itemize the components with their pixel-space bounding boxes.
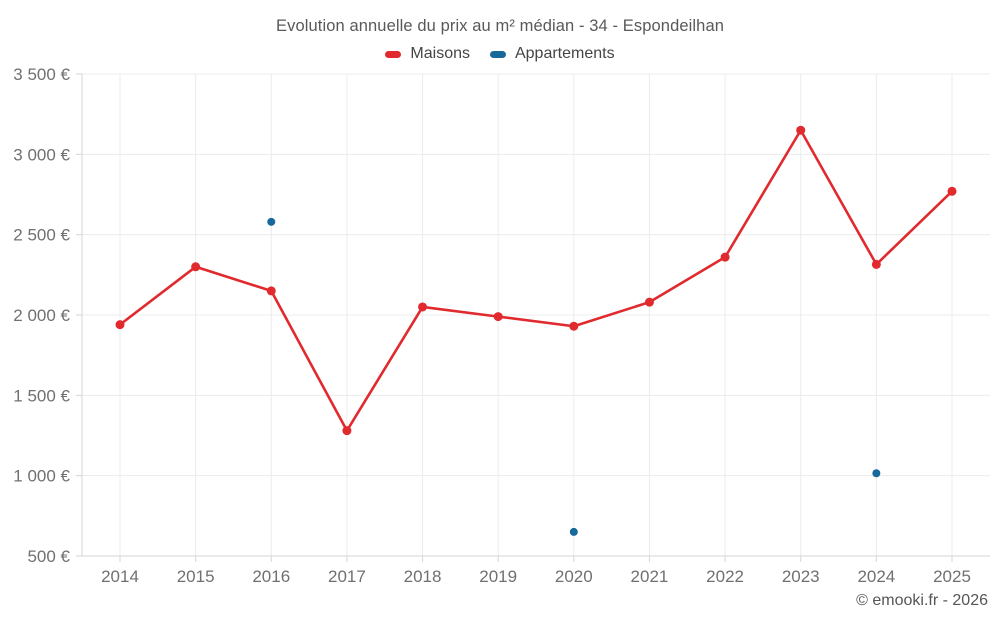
data-point-appartements-2024[interactable] (872, 469, 881, 478)
legend-marker-appartements (489, 50, 506, 58)
legend-label-appartements: Appartements (514, 45, 615, 62)
data-point-maisons-2015[interactable] (191, 262, 201, 272)
data-point-maisons-2020[interactable] (569, 321, 579, 331)
y-tick-label: 500 € (27, 547, 70, 566)
x-tick-label: 2018 (404, 567, 442, 586)
y-tick-label: 2 500 € (13, 226, 70, 245)
data-point-maisons-2025[interactable] (947, 186, 957, 196)
attribution: © emooki.fr - 2026 (856, 592, 988, 609)
chart-title: Evolution annuelle du prix au m² médian … (276, 17, 724, 35)
legend-item-appartements[interactable]: Appartements (489, 45, 615, 63)
legend-label-maisons: Maisons (410, 45, 470, 62)
legend: Maisons Appartements (0, 45, 1000, 63)
x-tick-label: 2022 (706, 567, 744, 586)
data-point-appartements-2016[interactable] (267, 217, 276, 226)
y-tick-label: 3 000 € (13, 145, 70, 164)
data-point-maisons-2023[interactable] (796, 125, 806, 135)
x-tick-label: 2023 (782, 567, 820, 586)
data-point-maisons-2018[interactable] (418, 302, 428, 312)
data-point-maisons-2019[interactable] (493, 312, 503, 322)
data-point-maisons-2024[interactable] (871, 259, 881, 269)
y-tick-label: 2 000 € (13, 306, 70, 325)
y-tick-label: 3 500 € (13, 65, 70, 84)
x-tick-label: 2025 (933, 567, 971, 586)
data-point-maisons-2016[interactable] (266, 286, 276, 296)
y-tick-label: 1 500 € (13, 386, 70, 405)
legend-marker-maisons (385, 50, 402, 58)
data-point-maisons-2021[interactable] (644, 297, 654, 307)
x-tick-label: 2014 (101, 567, 139, 586)
data-point-appartements-2020[interactable] (569, 527, 578, 536)
data-point-maisons-2022[interactable] (720, 252, 730, 262)
data-point-maisons-2014[interactable] (115, 320, 125, 330)
y-tick-label: 1 000 € (13, 467, 70, 486)
legend-item-maisons[interactable]: Maisons (385, 45, 470, 63)
data-point-maisons-2017[interactable] (342, 426, 352, 436)
x-tick-label: 2016 (252, 567, 290, 586)
x-tick-label: 2024 (857, 567, 895, 586)
x-tick-label: 2020 (555, 567, 593, 586)
x-tick-label: 2019 (479, 567, 517, 586)
x-tick-label: 2021 (631, 567, 669, 586)
x-tick-label: 2017 (328, 567, 366, 586)
x-tick-label: 2015 (177, 567, 215, 586)
series-line-maisons (118, 128, 954, 432)
